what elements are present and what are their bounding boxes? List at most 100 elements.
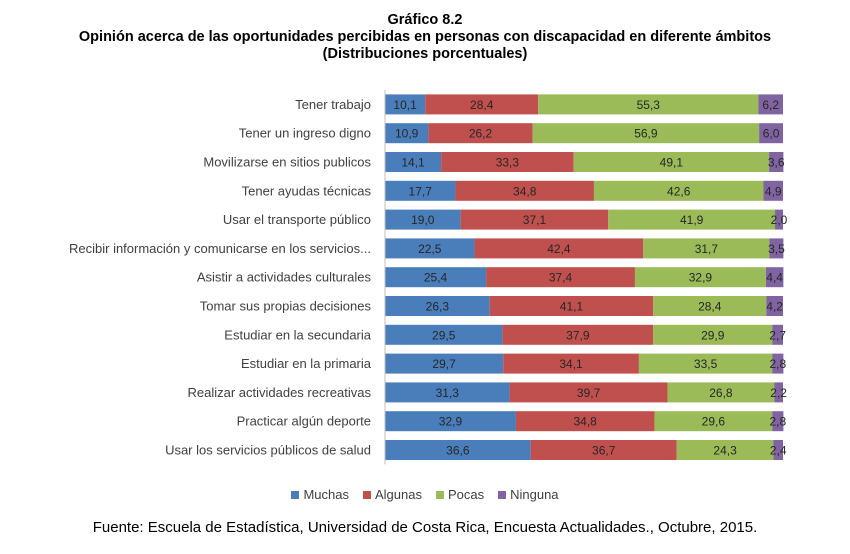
category-label: Practicar algún deporte [237,414,371,429]
bar-segment-ninguna [769,238,784,259]
data-label: 24,3 [713,444,737,458]
bar-segment-ninguna [772,353,784,374]
data-label: 32,9 [689,271,713,285]
data-label: 49,1 [660,156,684,170]
data-label: 41,1 [560,300,584,314]
bar-segment-pocas [538,94,759,115]
data-label: 56,9 [634,127,658,141]
legend-label: Pocas [447,487,485,502]
bar-segment-ninguna [774,382,783,403]
bar-segment-muchas [385,382,510,403]
chart-legend: Muchas Algunas Pocas Ninguna [0,487,850,502]
legend-label: Ninguna [510,487,559,502]
bar-segment-pocas [653,296,767,316]
bar-segment-algunas [460,209,609,230]
bar-segment-pocas [593,180,764,201]
chart-subtitle-units: (Distribuciones porcentuales) [322,46,528,62]
data-label: 32,9 [439,415,463,429]
category-label: Realizar actividades recreativas [187,385,371,400]
bar-segment-pocas [573,152,770,172]
bar-segment-algunas [503,353,639,374]
bar-segment-muchas [385,267,487,288]
data-label: 26,2 [469,127,493,141]
bar-segment-pocas [608,209,776,230]
data-label: 3,5 [768,242,785,256]
data-label: 37,1 [523,213,547,227]
legend-item-ninguna: Ninguna [498,487,559,502]
bar-segment-muchas [385,123,429,144]
data-label: 2,8 [769,357,786,371]
source-note: Fuente: Escuela de Estadística, Universi… [92,519,758,536]
bar-segment-muchas [385,440,531,460]
bar-segment-pocas [667,382,775,403]
data-label: 34,1 [559,357,583,371]
data-label: 26,3 [426,300,450,314]
data-label: 4,4 [766,271,783,285]
bar-segment-muchas [385,152,442,172]
category-label: Tener un ingreso digno [239,126,371,141]
bar-segment-muchas [385,296,490,316]
data-label: 42,4 [547,242,571,256]
bar-segment-algunas [509,382,668,403]
bar-segment-muchas [385,411,516,432]
legend-item-muchas: Muchas [291,487,349,502]
data-label: 2,8 [769,415,786,429]
data-label: 37,9 [566,328,590,342]
data-label: 33,5 [694,357,718,371]
bar-segment-algunas [425,94,539,115]
data-label: 2,7 [769,328,786,342]
data-label: 4,9 [765,184,782,198]
category-label: Tener trabajo [295,97,371,112]
bar-segment-muchas [385,209,461,230]
bar-segment-algunas [515,411,655,432]
data-label: 2,4 [770,444,787,458]
legend-label: Muchas [303,487,349,502]
bar-segment-muchas [385,94,426,115]
legend-swatch [435,490,444,499]
bar-segment-pocas [643,238,770,259]
data-label: 55,3 [637,98,661,112]
data-label: 29,7 [432,357,456,371]
bar-segment-algunas [502,324,654,345]
data-label: 41,9 [680,213,704,227]
category-label: Estudiar en la secundaria [224,327,371,342]
bar-segment-algunas [428,123,533,144]
bar-segment-pocas [654,411,773,432]
data-label: 10,9 [395,127,419,141]
data-label: 26,8 [709,386,733,400]
bar-segment-algunas [530,440,677,460]
data-label: 29,6 [702,415,726,429]
data-label: 3,6 [768,156,785,170]
data-label: 25,4 [424,271,448,285]
bar-segment-algunas [489,296,654,316]
data-label: 34,8 [574,415,598,429]
legend-swatch [362,490,371,499]
bar-segment-algunas [455,180,594,201]
data-label: 31,7 [695,242,719,256]
bar-segment-pocas [634,267,766,288]
bar-segment-ninguna [769,152,784,172]
data-label: 36,7 [592,444,616,458]
legend-item-pocas: Pocas [435,487,485,502]
legend-label: Algunas [374,487,422,502]
category-label: Usar los servicios públicos de salud [165,443,371,458]
legend-swatch [291,490,300,499]
category-label: Usar el transporte público [223,212,371,227]
bar-segment-ninguna [766,296,783,316]
data-label: 42,6 [667,184,691,198]
bar-segment-ninguna [759,123,783,144]
data-label: 22,5 [418,242,442,256]
data-label: 28,4 [698,300,722,314]
bar-segment-algunas [474,238,644,259]
category-label: Estudiar en la primaria [241,356,372,371]
bar-segment-muchas [385,324,503,345]
category-label: Asistir a actividades culturales [197,270,372,285]
data-label: 6,2 [762,98,779,112]
data-label: 10,1 [393,98,417,112]
data-label: 6,0 [763,127,780,141]
bar-segment-pocas [638,353,773,374]
bar-segment-pocas [676,440,774,460]
bar-segment-ninguna [772,324,783,345]
data-label: 37,4 [549,271,573,285]
